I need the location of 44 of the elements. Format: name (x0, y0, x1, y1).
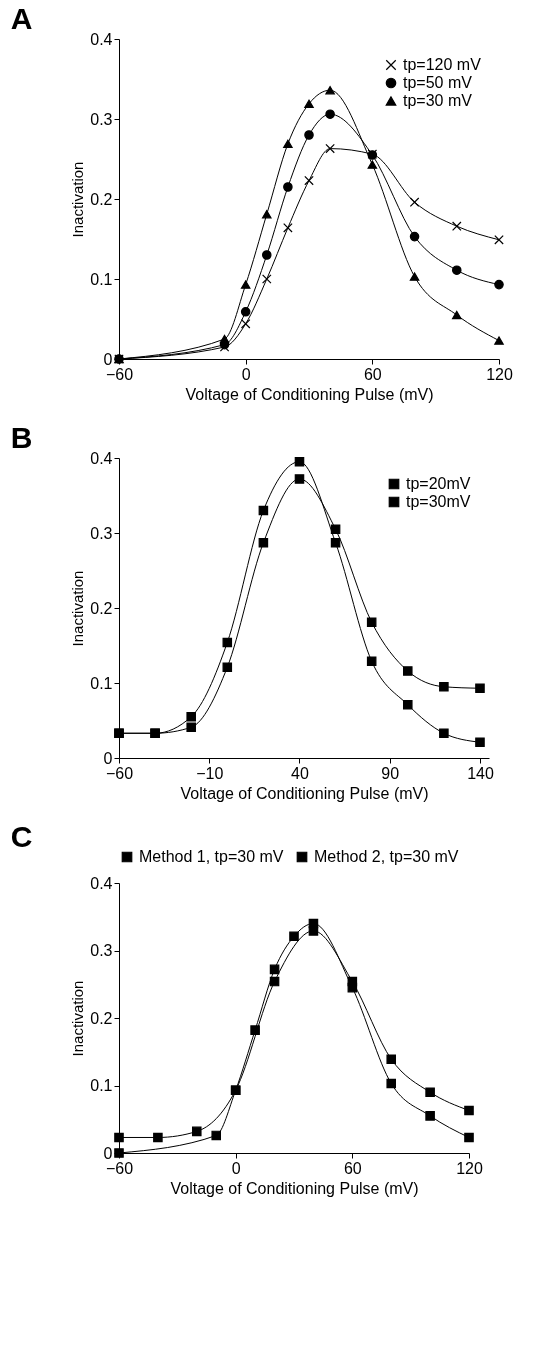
y-tick-label: 0.1 (90, 674, 113, 692)
x-axis-title: Voltage of Conditioning Pulse (mV) (185, 385, 434, 403)
y-axis-title: Inactivation (69, 161, 87, 238)
legend-label: tp=20mV (406, 475, 471, 492)
y-tick-label: 0.2 (90, 599, 113, 617)
x-axis-title: Voltage of Conditioning Pulse (mV) (170, 1179, 419, 1197)
legend-label: tp=50 mV (403, 74, 473, 91)
y-tick-label: 0.3 (90, 942, 113, 959)
x-tick-label: −60 (105, 764, 134, 782)
y-tick-label: 0.1 (90, 1077, 113, 1094)
chart-title: B (10, 421, 33, 454)
y-tick-label: 0.4 (90, 874, 113, 892)
x-axis-title: Voltage of Conditioning Pulse (mV) (180, 784, 429, 802)
x-tick-label: 60 (343, 1159, 362, 1177)
x-tick-label: 0 (231, 1159, 241, 1177)
y-tick-label: 0.1 (90, 270, 113, 288)
chart-title: C (10, 820, 33, 853)
legend-label: Method 1, tp=30 mV (139, 848, 284, 865)
y-tick-label: 0.3 (90, 110, 113, 128)
x-tick-label: 90 (381, 764, 400, 782)
y-axis-title: Inactivation (69, 570, 87, 647)
x-tick-label: 60 (363, 365, 382, 383)
y-tick-label: 0.2 (90, 1009, 113, 1027)
x-tick-label: 40 (291, 764, 309, 782)
x-tick-label: 0 (241, 365, 251, 383)
x-tick-label: 120 (486, 365, 513, 383)
y-tick-label: 0 (103, 749, 113, 767)
legend-label: tp=30 mV (403, 92, 473, 109)
legend-label: tp=30mV (406, 493, 471, 510)
y-tick-label: 0.2 (90, 190, 113, 208)
y-axis-title: Inactivation (69, 980, 87, 1057)
legend-label: tp=120 mV (403, 56, 482, 73)
x-tick-label: 120 (456, 1159, 483, 1177)
y-tick-label: 0.4 (90, 30, 113, 48)
y-tick-label: 0 (103, 1144, 113, 1162)
x-tick-label: 140 (467, 764, 494, 782)
chart-title: A (10, 2, 33, 35)
x-tick-label: −10 (196, 764, 224, 782)
y-tick-label: 0 (103, 350, 113, 368)
legend-label: Method 2, tp=30 mV (314, 848, 459, 865)
x-tick-label: −60 (105, 1159, 134, 1177)
y-tick-label: 0.3 (90, 524, 113, 542)
x-tick-label: −60 (105, 365, 134, 383)
y-tick-label: 0.4 (90, 449, 113, 467)
